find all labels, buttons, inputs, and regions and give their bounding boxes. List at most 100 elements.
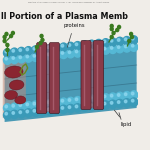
Circle shape	[40, 102, 43, 104]
Circle shape	[67, 97, 75, 106]
Circle shape	[82, 97, 85, 100]
Circle shape	[75, 105, 78, 108]
Circle shape	[109, 93, 117, 101]
Polygon shape	[3, 55, 26, 118]
Circle shape	[75, 98, 78, 101]
Circle shape	[110, 27, 113, 31]
Circle shape	[117, 46, 120, 48]
Circle shape	[5, 32, 8, 36]
Circle shape	[11, 103, 18, 111]
Circle shape	[109, 100, 117, 108]
Circle shape	[26, 48, 28, 51]
Text: ll Portion of a Plasma Memb: ll Portion of a Plasma Memb	[1, 12, 128, 21]
Circle shape	[39, 45, 46, 54]
Circle shape	[130, 32, 133, 36]
Circle shape	[96, 48, 99, 51]
Circle shape	[102, 94, 110, 102]
Circle shape	[82, 49, 85, 52]
Circle shape	[110, 35, 113, 39]
Circle shape	[131, 92, 134, 95]
Circle shape	[103, 102, 106, 105]
Circle shape	[61, 106, 64, 109]
Circle shape	[124, 45, 127, 48]
Circle shape	[124, 38, 127, 41]
Circle shape	[68, 99, 71, 101]
Circle shape	[3, 39, 6, 43]
Circle shape	[75, 50, 78, 53]
Circle shape	[68, 44, 71, 46]
Circle shape	[110, 39, 113, 42]
FancyBboxPatch shape	[49, 42, 59, 114]
Circle shape	[19, 104, 21, 106]
Circle shape	[130, 98, 138, 106]
Circle shape	[41, 38, 44, 42]
Circle shape	[33, 54, 36, 57]
Circle shape	[130, 35, 134, 39]
Circle shape	[74, 42, 82, 50]
Circle shape	[118, 25, 121, 29]
Circle shape	[112, 31, 115, 35]
Circle shape	[89, 49, 92, 51]
Circle shape	[40, 54, 43, 56]
Circle shape	[39, 107, 46, 116]
Circle shape	[102, 101, 110, 109]
Circle shape	[11, 110, 18, 119]
Circle shape	[54, 100, 57, 103]
Circle shape	[103, 40, 106, 43]
Circle shape	[116, 28, 119, 32]
Circle shape	[12, 112, 15, 114]
Circle shape	[131, 37, 134, 40]
Circle shape	[5, 105, 8, 108]
Circle shape	[117, 94, 120, 96]
Circle shape	[26, 103, 28, 106]
Circle shape	[18, 54, 25, 63]
Circle shape	[68, 51, 71, 54]
Circle shape	[123, 36, 131, 45]
Circle shape	[95, 94, 103, 103]
Text: proteins: proteins	[63, 23, 85, 47]
Circle shape	[54, 107, 57, 110]
Circle shape	[130, 43, 138, 51]
Circle shape	[116, 99, 124, 108]
Circle shape	[12, 104, 15, 107]
Circle shape	[46, 107, 53, 115]
Circle shape	[88, 47, 96, 56]
Circle shape	[3, 49, 11, 57]
Circle shape	[61, 99, 64, 102]
Circle shape	[123, 92, 131, 100]
Circle shape	[96, 41, 99, 44]
Circle shape	[89, 42, 92, 44]
Circle shape	[130, 91, 138, 99]
Circle shape	[61, 52, 64, 54]
Circle shape	[33, 47, 36, 50]
Circle shape	[131, 99, 134, 102]
Circle shape	[26, 110, 28, 113]
Ellipse shape	[15, 96, 26, 104]
Circle shape	[89, 96, 92, 99]
Circle shape	[11, 31, 14, 35]
Circle shape	[46, 99, 53, 108]
Circle shape	[3, 56, 11, 64]
Circle shape	[53, 51, 60, 59]
Circle shape	[110, 102, 113, 104]
Circle shape	[6, 48, 9, 52]
Circle shape	[88, 102, 96, 111]
Circle shape	[5, 112, 8, 115]
Circle shape	[32, 101, 39, 109]
FancyBboxPatch shape	[45, 44, 51, 112]
Circle shape	[82, 42, 85, 45]
Polygon shape	[5, 44, 137, 122]
Circle shape	[124, 93, 127, 96]
Circle shape	[130, 36, 138, 44]
Circle shape	[3, 111, 11, 119]
Circle shape	[109, 45, 117, 54]
Circle shape	[33, 102, 36, 105]
Circle shape	[19, 49, 21, 51]
Circle shape	[95, 46, 103, 55]
Circle shape	[110, 94, 113, 97]
Circle shape	[32, 53, 39, 61]
FancyBboxPatch shape	[37, 42, 47, 114]
Circle shape	[47, 46, 50, 49]
Circle shape	[102, 46, 110, 54]
Circle shape	[11, 48, 18, 57]
